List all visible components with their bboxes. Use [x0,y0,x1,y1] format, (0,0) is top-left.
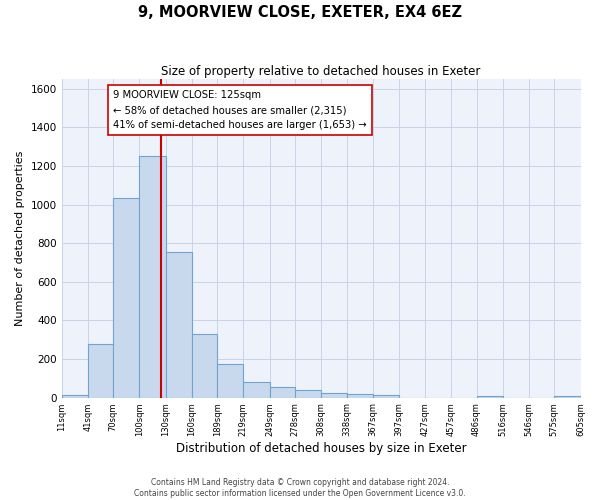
Y-axis label: Number of detached properties: Number of detached properties [15,150,25,326]
Bar [295,390,321,398]
Title: Size of property relative to detached houses in Exeter: Size of property relative to detached ho… [161,65,481,78]
Bar [321,393,347,398]
Bar [476,396,503,398]
Bar [373,394,399,398]
Text: 9 MOORVIEW CLOSE: 125sqm
← 58% of detached houses are smaller (2,315)
41% of sem: 9 MOORVIEW CLOSE: 125sqm ← 58% of detach… [113,90,367,130]
Bar [217,364,244,398]
X-axis label: Distribution of detached houses by size in Exeter: Distribution of detached houses by size … [176,442,466,455]
Bar [269,387,295,398]
Bar [554,396,581,398]
Text: Contains HM Land Registry data © Crown copyright and database right 2024.
Contai: Contains HM Land Registry data © Crown c… [134,478,466,498]
Bar [139,156,166,398]
Text: 9, MOORVIEW CLOSE, EXETER, EX4 6EZ: 9, MOORVIEW CLOSE, EXETER, EX4 6EZ [138,5,462,20]
Bar [88,344,113,398]
Bar [62,394,88,398]
Bar [244,382,269,398]
Bar [192,334,217,398]
Bar [113,198,139,398]
Bar [166,252,192,398]
Bar [347,394,373,398]
